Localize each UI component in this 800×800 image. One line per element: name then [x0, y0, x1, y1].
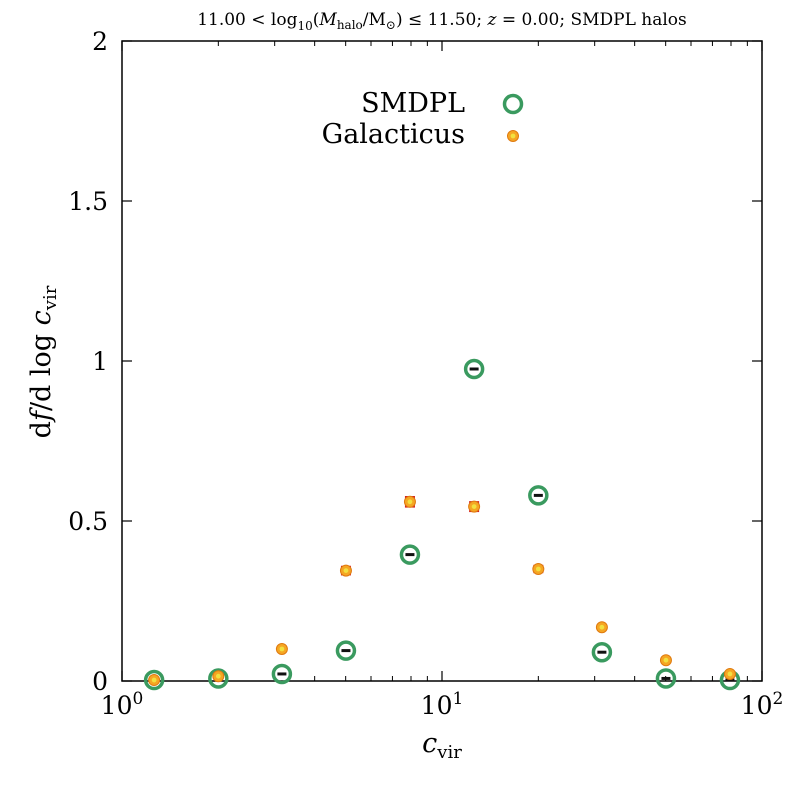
smdpl-point	[463, 358, 485, 380]
smdpl-marker	[655, 668, 677, 689]
smdpl-point	[655, 668, 677, 689]
galacticus-point	[595, 621, 608, 634]
x-tick-label: 102	[741, 689, 784, 720]
smdpl-point	[591, 641, 613, 663]
smdpl-marker	[591, 641, 613, 663]
galacticus-point	[403, 495, 416, 508]
smdpl-marker	[143, 669, 165, 691]
galacticus-marker-core	[343, 568, 349, 573]
galacticus-point	[723, 667, 736, 680]
smdpl-marker	[208, 668, 229, 689]
galacticus-point	[212, 670, 225, 683]
smdpl-marker	[271, 663, 293, 685]
axis-labels: cvir df/d log cvir	[26, 285, 462, 763]
y-tick-label: 0	[92, 667, 108, 696]
legend-marker-galacticus	[507, 130, 519, 142]
legend-label-smdpl: SMDPL	[361, 88, 465, 119]
galacticus-marker-core	[151, 677, 157, 683]
smdpl-marker	[399, 544, 421, 565]
galacticus-marker-core	[599, 624, 605, 630]
galacticus-marker-core	[407, 499, 413, 505]
galacticus-point	[148, 674, 161, 687]
legend-galacticus-core	[510, 133, 516, 139]
legend-smdpl-circle	[502, 93, 524, 115]
galacticus-marker-core	[535, 566, 541, 572]
galacticus-marker-core	[215, 673, 221, 679]
y-tick-label: 0.5	[68, 507, 108, 536]
data-points	[143, 358, 741, 691]
legend-label-galacticus: Galacticus	[322, 119, 465, 150]
smdpl-marker	[335, 640, 357, 661]
galacticus-point	[339, 564, 352, 577]
y-tick-label: 1	[92, 347, 108, 376]
chart-title-text: 11.00 < log10(Mhalo/M⊙) ≤ 11.50; z = 0.0…	[197, 10, 687, 33]
galacticus-point	[532, 563, 545, 575]
smdpl-marker	[528, 485, 549, 506]
galacticus-point	[275, 643, 288, 655]
galacticus-point	[468, 500, 481, 513]
x-axis-label: cvir	[422, 728, 462, 763]
galacticus-marker-core	[279, 646, 285, 652]
legend-marker-smdpl	[502, 93, 524, 115]
chart-title: 11.00 < log10(Mhalo/M⊙) ≤ 11.50; z = 0.0…	[197, 10, 687, 33]
axis-ticks: 0 0.5 1 1.5 2 100 101 102	[68, 27, 783, 720]
x-tick-label: 100	[101, 689, 144, 720]
smdpl-point	[528, 485, 549, 506]
galacticus-point	[659, 654, 672, 667]
galacticus-marker-core	[471, 504, 477, 509]
smdpl-marker	[463, 358, 485, 380]
smdpl-point	[399, 544, 421, 565]
smdpl-point	[271, 663, 293, 685]
y-axis-label: df/d log cvir	[26, 285, 61, 438]
y-tick-label: 1.5	[68, 187, 108, 216]
galacticus-marker-core	[663, 657, 669, 663]
x-tick-label: 101	[421, 689, 464, 720]
y-tick-label: 2	[92, 27, 108, 56]
smdpl-point	[335, 640, 357, 661]
galacticus-marker-core	[727, 671, 733, 677]
